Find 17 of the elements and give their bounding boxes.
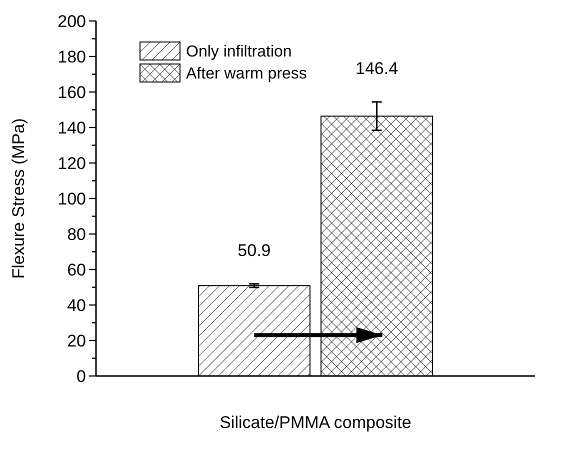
y-axis-title: Flexure Stress (MPa) (9, 118, 28, 279)
x-tick-label: Silicate/PMMA composite (220, 413, 412, 432)
data-label: 50.9 (238, 240, 271, 260)
legend-label: After warm press (186, 66, 307, 83)
y-tick-label: 80 (67, 224, 86, 244)
y-tick-label: 60 (67, 260, 86, 280)
y-tick-label: 200 (58, 12, 86, 31)
y-tick-label: 100 (58, 189, 86, 208)
y-tick-label: 20 (67, 331, 86, 350)
y-tick-label: 180 (58, 47, 86, 66)
y-tick-label: 0 (76, 366, 86, 386)
y-tick-label: 120 (58, 154, 86, 173)
legend-label: Only infiltration (186, 44, 292, 61)
y-tick-label: 160 (58, 82, 86, 102)
data-label: 146.4 (356, 58, 398, 78)
y-tick-label: 140 (58, 118, 86, 138)
y-tick-label: 40 (67, 296, 86, 315)
